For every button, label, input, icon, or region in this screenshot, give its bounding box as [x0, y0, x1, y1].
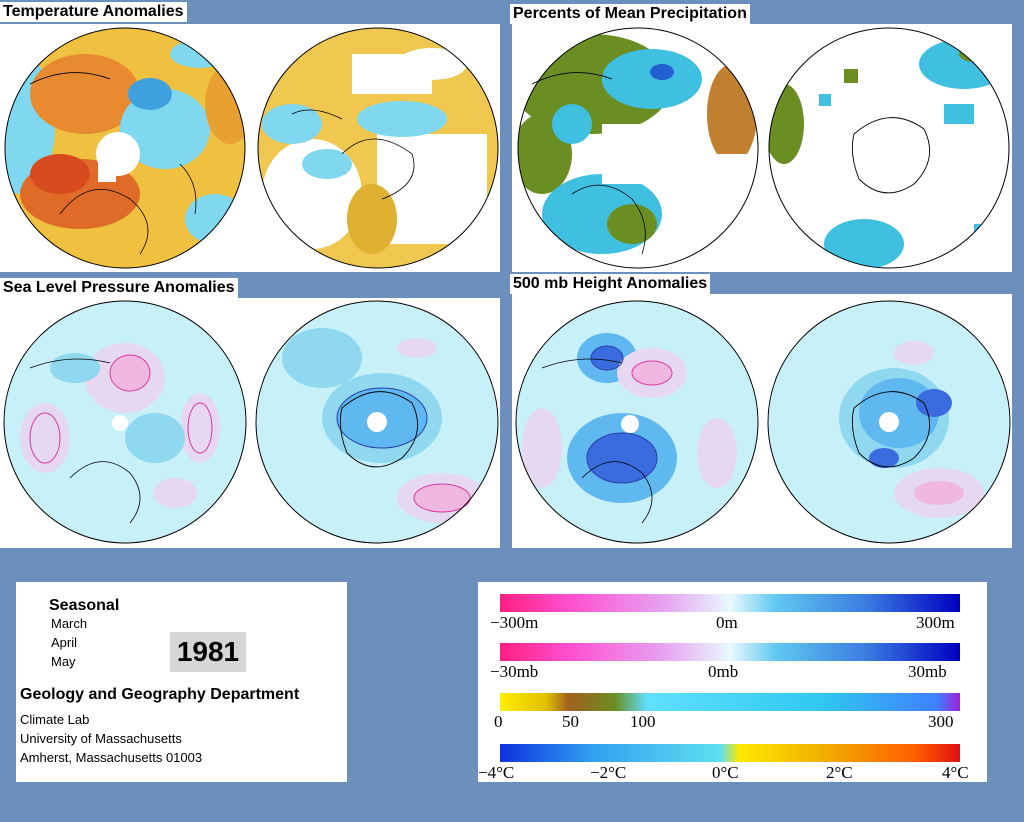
height-max: 300m [916, 613, 955, 632]
temp-tick-5: 4°C [942, 763, 969, 782]
slp-globe-north [3, 300, 247, 544]
precip-0: 0 [494, 712, 503, 731]
precipitation-globe-south [768, 27, 1010, 269]
info-box: Seasonal March April May 1981 Geology an… [16, 582, 347, 782]
precipitation-globe-north [517, 27, 759, 269]
month-2: April [51, 635, 78, 650]
temp-tick-3: 0°C [712, 763, 739, 782]
height500-globe-north [515, 300, 759, 544]
department-label: Geology and Geography Department [20, 686, 300, 703]
pressure-min: −30mb [490, 662, 539, 681]
pressure-max: 30mb [908, 662, 947, 681]
precip-50: 50 [562, 712, 579, 731]
address-label: Amherst, Massachusetts 01003 [20, 750, 203, 765]
precipitation-title: Percents of Mean Precipitation [510, 4, 750, 24]
slp-title: Sea Level Pressure Anomalies [0, 278, 238, 298]
legend-box: −300m 0m 300m −30mb 0mb 30mb 0 50 100 30… [478, 582, 987, 782]
pressure-mid: 0mb [708, 662, 739, 681]
lab-label: Climate Lab [20, 712, 90, 727]
height500-globe-south [767, 300, 1011, 544]
temp-tick-2: −2°C [590, 763, 627, 782]
month-3: May [51, 654, 76, 669]
precip-300: 300 [928, 712, 954, 731]
temperature-globe-north [4, 27, 246, 269]
height500-title: 500 mb Height Anomalies [510, 274, 711, 294]
height-min: −300m [490, 613, 539, 632]
season-label: Seasonal [49, 597, 120, 614]
temperature-globe-south [257, 27, 499, 269]
height-colorbar [500, 594, 960, 612]
precip-colorbar [500, 693, 960, 711]
pressure-colorbar [500, 643, 960, 661]
year-badge: 1981 [170, 632, 246, 672]
temp-tick-4: 2°C [826, 763, 853, 782]
temperature-colorbar [500, 744, 960, 762]
month-1: March [51, 616, 88, 631]
height-mid: 0m [716, 613, 738, 632]
temperature-title: Temperature Anomalies [0, 2, 187, 22]
slp-globe-south [255, 300, 499, 544]
university-label: University of Massachusetts [20, 731, 182, 746]
precip-100: 100 [630, 712, 656, 731]
temp-tick-1: −4°C [478, 763, 515, 782]
